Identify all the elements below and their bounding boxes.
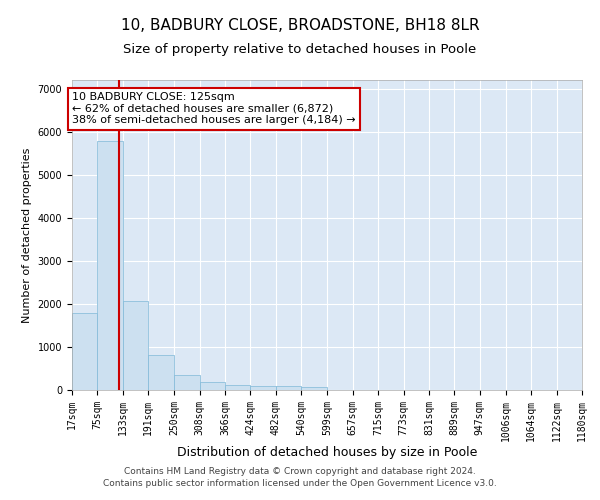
X-axis label: Distribution of detached houses by size in Poole: Distribution of detached houses by size … <box>177 446 477 460</box>
Bar <box>225 385 250 390</box>
Bar <box>97 141 123 390</box>
Text: 10 BADBURY CLOSE: 125sqm
← 62% of detached houses are smaller (6,872)
38% of sem: 10 BADBURY CLOSE: 125sqm ← 62% of detach… <box>72 92 356 126</box>
Bar <box>250 386 276 390</box>
Bar <box>200 382 225 390</box>
Text: 10, BADBURY CLOSE, BROADSTONE, BH18 8LR: 10, BADBURY CLOSE, BROADSTONE, BH18 8LR <box>121 18 479 32</box>
Bar <box>72 314 97 390</box>
Text: Contains HM Land Registry data © Crown copyright and database right 2024.: Contains HM Land Registry data © Crown c… <box>124 467 476 476</box>
Bar <box>276 386 301 390</box>
Y-axis label: Number of detached properties: Number of detached properties <box>22 148 32 322</box>
Bar <box>301 386 327 390</box>
Bar <box>148 354 174 390</box>
Text: Contains public sector information licensed under the Open Government Licence v3: Contains public sector information licen… <box>103 478 497 488</box>
Text: Size of property relative to detached houses in Poole: Size of property relative to detached ho… <box>124 42 476 56</box>
Bar <box>123 302 148 390</box>
Bar <box>174 376 200 390</box>
